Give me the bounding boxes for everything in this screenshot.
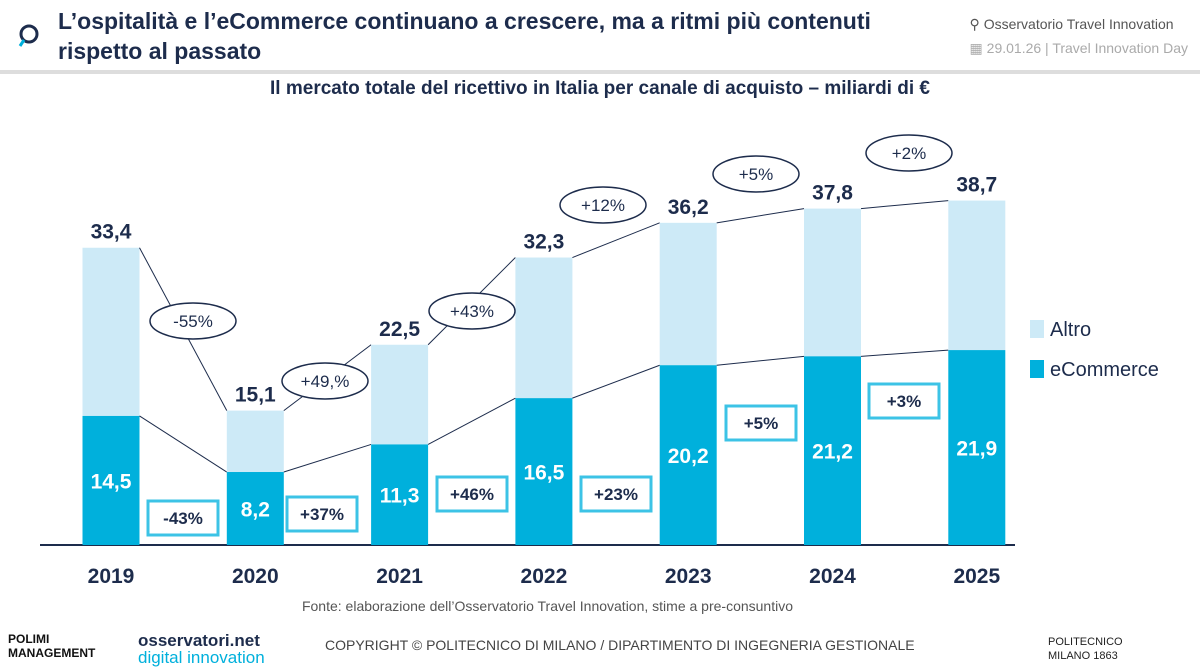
ecommerce-trend-line [860,349,949,357]
ecommerce-growth-label: +3% [887,392,922,411]
page-title: L’ospitalità e l’eCommerce continuano a … [58,8,871,64]
ecommerce-trend-line [716,355,805,366]
growth-box [724,404,798,442]
total-value-label: 32,3 [523,231,564,254]
ecommerce-trend-line [572,364,660,399]
total-trend-line [572,222,660,258]
x-tick-label: 2022 [521,565,568,588]
ecommerce-trend-line [427,397,516,445]
total-value-label: 33,4 [91,221,132,244]
chart-title: Il mercato totale del ricettivo in Itali… [270,78,930,99]
growth-box [867,382,941,420]
bar-ecommerce [515,398,573,545]
legend-label-ecommerce: eCommerce [1050,359,1159,381]
x-tick-label: 2021 [376,565,423,588]
osservatori-name: osservatori.net [138,631,260,650]
growth-ellipse [281,362,369,400]
politecnico-logo: POLITECNICO MILANO 1863 [1048,636,1123,662]
legend-swatch-ecommerce [1030,360,1044,378]
bar-ecommerce [82,415,140,545]
growth-ellipse [428,292,516,330]
growth-ellipse [149,302,237,340]
x-tick-label: 2023 [665,565,712,588]
bar-ecommerce [659,365,717,545]
ecommerce-trend-line [139,415,228,473]
growth-ellipse [559,186,647,224]
total-value-label: 22,5 [379,318,420,341]
bar-altro [226,410,284,473]
ecommerce-growth-label: +23% [594,485,638,504]
growth-ellipse [712,155,800,193]
ecommerce-value-label: 21,9 [956,438,997,461]
ecommerce-growth-label: +37% [300,505,344,524]
growth-ellipse [865,134,953,172]
ecommerce-value-label: 8,2 [241,499,270,522]
copyright: COPYRIGHT © POLITECNICO DI MILANO / DIPA… [325,637,915,653]
bar-ecommerce [226,472,284,545]
osservatori-logo: osservatori.net digital innovation [138,632,265,666]
bar-altro [82,247,140,416]
polimi-logo: POLIMI MANAGEMENT [8,632,96,660]
ecommerce-growth-label: +46% [450,485,494,504]
bar-altro [371,344,429,445]
total-growth-label: -55% [173,312,213,331]
total-value-label: 15,1 [235,384,276,407]
source-note: Fonte: elaborazione dell’Osservatorio Tr… [301,598,794,614]
search-logo-icon [18,24,39,47]
x-tick-label: 2019 [88,565,135,588]
x-tick-label: 2025 [953,565,1000,588]
ecommerce-trend-line [283,443,372,473]
total-growth-label: +2% [892,144,927,163]
osservatori-sub: digital innovation [138,648,265,667]
bar-altro [659,222,717,366]
total-trend-line [716,208,805,224]
calendar-icon: ▦ [969,40,987,56]
ecommerce-growth-label: -43% [163,509,203,528]
legend-label-altro: Altro [1050,319,1091,341]
total-growth-label: +12% [581,196,625,215]
growth-box [285,495,359,533]
event-date: 29.01.26 | Travel Innovation Day [986,40,1188,56]
growth-box [579,475,653,513]
growth-box [146,499,220,537]
x-tick-label: 2020 [232,565,279,588]
ecommerce-value-label: 11,3 [380,485,420,508]
ecommerce-growth-label: +5% [744,414,779,433]
ecommerce-value-label: 20,2 [668,445,709,468]
ecommerce-value-label: 21,2 [812,441,853,464]
total-value-label: 37,8 [812,182,853,205]
total-value-label: 38,7 [956,174,997,197]
growth-box [435,475,509,513]
bar-altro [804,208,861,357]
ecommerce-value-label: 14,5 [91,470,132,493]
x-tick-label: 2024 [809,565,856,588]
observatory-name: Osservatorio Travel Innovation [983,16,1174,32]
ecommerce-value-label: 16,5 [523,462,564,485]
bar-ecommerce [804,356,861,545]
total-growth-label: +49,% [301,372,350,391]
total-value-label: 36,2 [668,196,709,219]
header-info: ⚲ Osservatorio Travel Innovation ▦ 29.01… [970,12,1188,60]
search-icon: ⚲ [969,16,984,32]
header-divider [0,70,1200,74]
total-trend-line [860,200,949,210]
total-growth-label: +5% [739,165,774,184]
legend-swatch-altro [1030,320,1044,338]
bar-altro [948,200,1006,351]
bar-altro [515,257,573,399]
bar-ecommerce [948,350,1006,545]
total-growth-label: +43% [450,302,494,321]
bar-ecommerce [371,444,429,545]
